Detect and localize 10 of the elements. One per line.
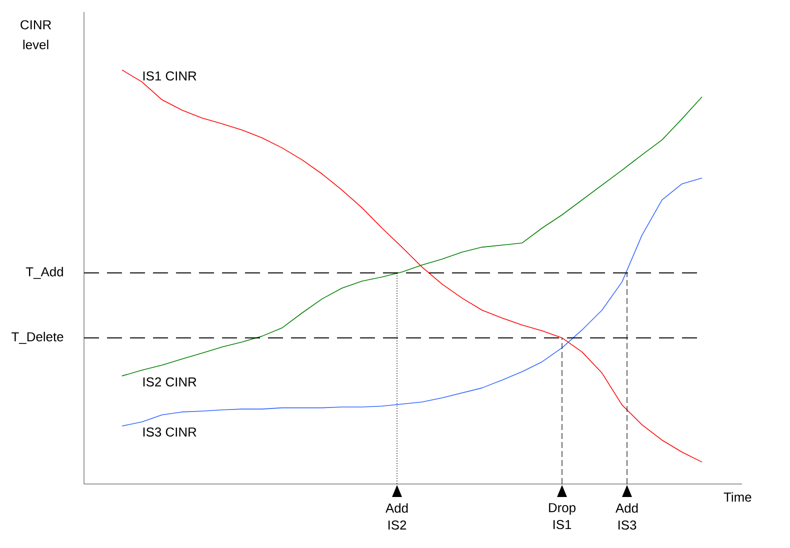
ref-line-label: T_Add (26, 266, 63, 279)
ref-line-label: T_Delete (12, 332, 64, 344)
y-axis-title: CINR level (20, 20, 52, 50)
series-label: IS3 CINR (143, 427, 196, 437)
text: Drop IS1 (549, 503, 576, 530)
series-label: IS1 CINR (143, 71, 196, 81)
series-label: IS2 CINR (143, 377, 196, 387)
x-axis-title: Time (724, 492, 752, 502)
text: Add IS3 (616, 503, 638, 530)
text: Add IS2 (386, 503, 408, 530)
